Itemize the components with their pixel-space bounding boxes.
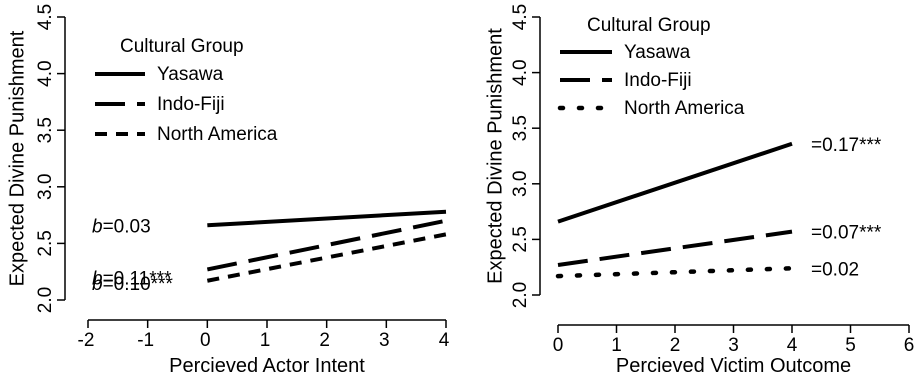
legend-title: Cultural Group [587,15,711,36]
annotation-indo-fiji: b=0.11*** [92,268,172,289]
annotation-yasawa: =0.17*** [811,135,882,156]
y-tick-label: 2.0 [35,287,56,313]
x-tick-label: 1 [611,335,622,356]
y-tick-label: 2.5 [35,230,56,256]
legend-label-indo-fiji: Indo-Fiji [624,70,692,91]
annotation-coefficient-symbol: b [92,268,103,289]
x-tick-label: 2 [670,335,681,356]
x-tick-label: 5 [845,335,856,356]
chart-panel-actor-intent: 2.0 2.5 3.0 3.5 4.0 4.5 -2 -1 0 1 2 3 4 Percieved Act… [6,4,449,377]
annotation-coefficient-value: =0.02 [811,259,859,280]
legend-title: Cultural Group [120,36,244,57]
y-tick-label: 3.5 [510,115,531,141]
x-tick-label: 4 [439,330,450,351]
y-tick-label: 4.5 [510,4,531,30]
x-tick-label: 4 [787,335,798,356]
legend-label-yasawa: Yasawa [157,64,224,85]
series-line-yasawa [557,141,793,224]
x-tick-label: 3 [379,330,390,351]
x-tick-label: -2 [78,330,95,351]
annotation-coefficient-value: =0.11*** [103,268,172,289]
y-tick-label: 4.5 [35,4,56,30]
x-tick-label: -1 [137,330,154,351]
y-tick-label: 4.0 [510,59,531,85]
legend-label-north-america: North America [624,98,745,119]
y-tick-label: 4.0 [35,60,56,86]
annotation-coefficient-value: =0.03 [103,216,151,237]
annotation-coefficient-value: =0.07*** [811,223,882,244]
annotation-north-america: =0.02 [811,259,859,280]
x-tick-label: 6 [904,335,915,356]
y-axis-label: Expected Divine Punishment [484,28,506,284]
series-line-north-america [206,232,447,283]
annotation-north-america: b=0.10*** [92,274,173,295]
x-axis-label: Percieved Victim Outcome [616,355,851,377]
series-line-yasawa [207,209,447,228]
x-tick-label: 1 [260,330,271,351]
chart-panel-victim-outcome: 2.0 2.5 3.0 3.5 4.0 4.5 0 1 2 3 4 5 6 Percieved Victi… [484,4,914,377]
series-line-indo-fiji [206,218,447,272]
legend-label-north-america: North America [157,124,278,145]
x-tick-label: 0 [200,330,211,351]
annotation-coefficient-symbol: b [92,274,103,295]
annotation-coefficient-symbol: b [92,216,103,237]
annotation-indo-fiji: =0.07*** [811,223,882,244]
legend-label-indo-fiji: Indo-Fiji [157,94,225,115]
x-axis-label: Percieved Actor Intent [169,355,365,377]
legend-label-yasawa: Yasawa [624,42,691,63]
annotation-coefficient-value: =0.17*** [811,135,882,156]
y-axis-label: Expected Divine Punishment [6,30,28,286]
x-tick-label: 0 [553,335,564,356]
y-tick-label: 2.0 [510,282,531,308]
y-tick-label: 3.0 [35,174,56,200]
x-tick-label: 3 [728,335,739,356]
series-line-north-america [555,266,795,279]
annotation-coefficient-value: =0.10*** [103,274,174,295]
y-tick-label: 3.0 [510,171,531,197]
annotation-yasawa: b=0.03 [92,216,151,237]
x-tick-label: 2 [319,330,330,351]
series-line-indo-fiji [557,229,793,267]
y-tick-label: 3.5 [35,117,56,143]
y-tick-label: 2.5 [510,226,531,252]
